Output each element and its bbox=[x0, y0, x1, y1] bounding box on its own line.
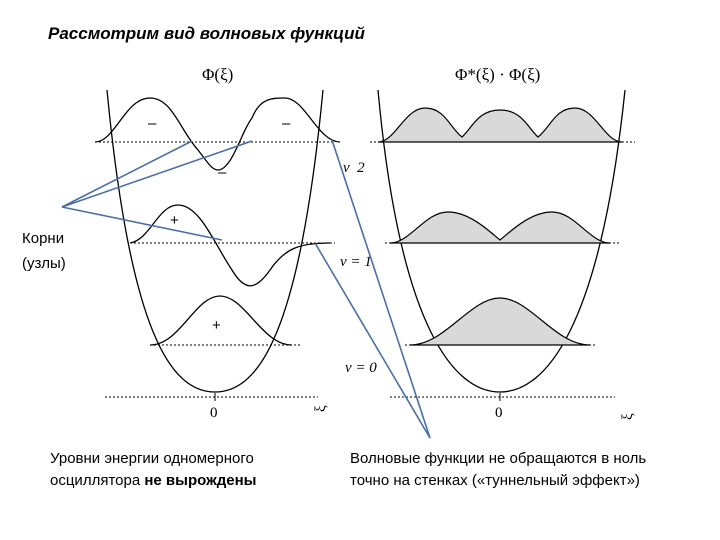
left-wavefunction-v1 bbox=[129, 204, 331, 287]
right-axis-zero: 0 bbox=[495, 405, 503, 421]
right-panel-header: Φ*(ξ) · Φ(ξ) bbox=[455, 65, 540, 84]
right-potential-parabola bbox=[377, 89, 626, 393]
sign-v0: + bbox=[212, 317, 221, 334]
right-density-v1 bbox=[389, 211, 611, 244]
left-axis-zero: 0 bbox=[210, 405, 218, 421]
roots-label-line1: Корни bbox=[22, 230, 65, 247]
pointer-root-2 bbox=[61, 140, 253, 208]
pointer-root-1 bbox=[61, 140, 193, 208]
pointer-tunnel-2 bbox=[314, 242, 431, 439]
sign-v2-right: – bbox=[282, 115, 291, 132]
sign-v1: + bbox=[170, 212, 179, 229]
level-label-v0: v = 0 bbox=[345, 360, 377, 376]
level-label-v2: v 2 bbox=[343, 160, 365, 176]
pointer-root-3 bbox=[61, 206, 223, 241]
sign-v2-left: – bbox=[148, 115, 157, 132]
note-left: Уровни энергии одномерного осциллятора н… bbox=[50, 448, 320, 492]
sign-v2-middle: – bbox=[218, 164, 227, 181]
right-panel: Φ*(ξ) · Φ(ξ) 0 ξ bbox=[370, 65, 636, 421]
note-right: Волновые функции не обращаются в ноль то… bbox=[350, 450, 647, 489]
left-potential-parabola bbox=[106, 89, 324, 393]
right-density-v2 bbox=[377, 107, 623, 143]
left-wavefunction-v0 bbox=[149, 295, 293, 346]
left-panel: Φ(ξ) – – – v 2 + v = 1 + v = 0 0 ξ bbox=[94, 65, 377, 421]
left-axis-var: ξ bbox=[313, 405, 329, 412]
pointer-lines bbox=[61, 139, 431, 439]
note-left-text: Уровни энергии одномерного осциллятора bbox=[50, 450, 254, 489]
slide-title: Рассмотрим вид волновых функций bbox=[48, 24, 365, 43]
roots-label: Корни (узлы) bbox=[22, 226, 66, 276]
note-left-bold: не вырождены bbox=[144, 472, 257, 489]
right-axis-var: ξ bbox=[620, 413, 636, 420]
pointer-tunnel-1 bbox=[331, 139, 431, 439]
left-panel-header: Φ(ξ) bbox=[202, 65, 233, 84]
right-density-v0 bbox=[409, 297, 591, 346]
left-wavefunction-v2 bbox=[94, 97, 341, 171]
level-label-v1: v = 1 bbox=[340, 254, 372, 270]
roots-label-line2: (узлы) bbox=[22, 255, 66, 272]
